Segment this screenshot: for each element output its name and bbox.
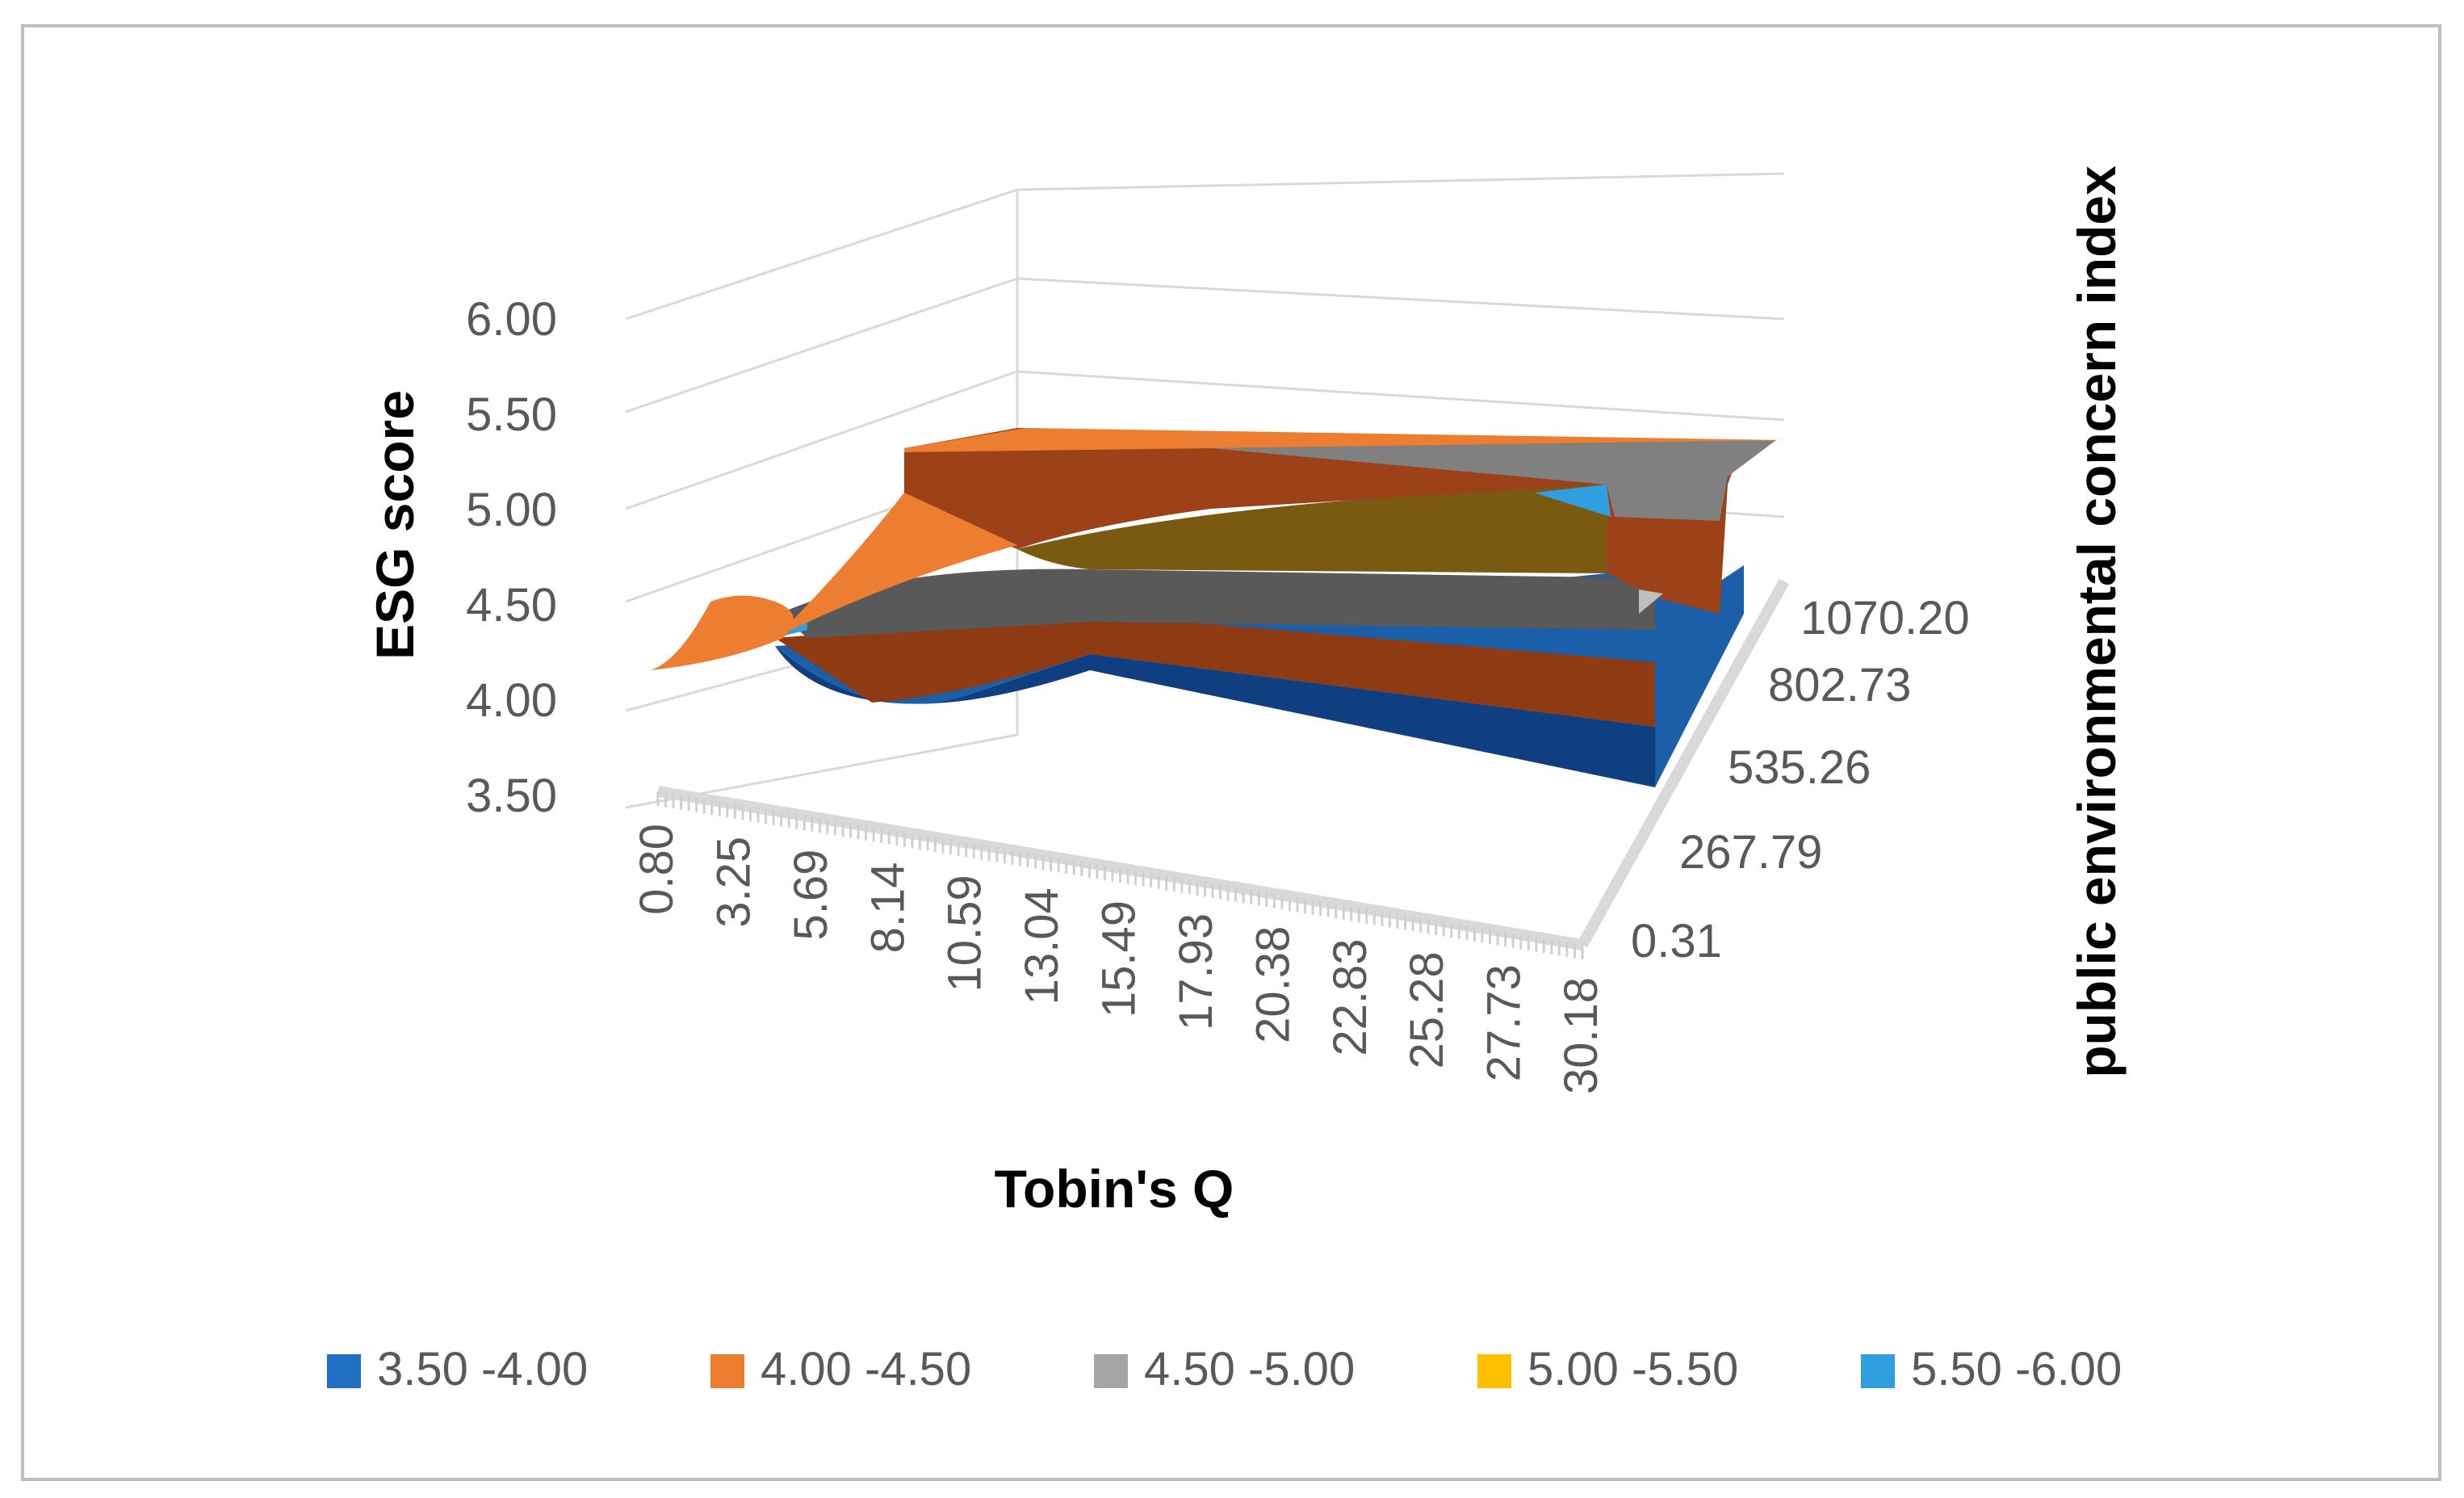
y-tick-label: 535.26: [1728, 741, 1871, 794]
legend-swatch: [1861, 1354, 1895, 1388]
y-axis-line: [1577, 578, 1790, 948]
z-tick-label: 6.00: [466, 293, 557, 346]
legend-label: 5.00 -5.50: [1527, 1343, 1738, 1395]
y-axis-title: public environmental concern index: [2067, 166, 2127, 1078]
y-tick-label: 1070.20: [1800, 592, 1970, 644]
y-tick-label: 802.73: [1768, 659, 1911, 711]
surface-band-4.50-5.00-tip: [1639, 590, 1663, 614]
x-tick-label: 0.80: [631, 824, 683, 915]
z-tick-label: 5.00: [466, 484, 557, 536]
surface-band-3.50-4.00-edge: [775, 646, 1655, 787]
chart-frame: [21, 24, 2441, 1481]
legend: 3.50 -4.00 4.00 -4.50 4.50 -5.00 5.00 -5.50…: [327, 1343, 2122, 1395]
surface-band-4.50-5.00: [779, 569, 1655, 638]
legend-swatch: [1477, 1354, 1511, 1388]
z-tick-label: 4.50: [466, 579, 557, 632]
x-tick-label: 15.49: [1093, 900, 1146, 1018]
z-tick-label: 4.00: [466, 674, 557, 727]
x-tick-label: 10.59: [939, 875, 991, 992]
z-tick-label: 3.50: [466, 770, 557, 822]
surface-plot: [650, 428, 1784, 787]
x-tick-label: 13.04: [1016, 887, 1068, 1005]
x-tick-label: 20.38: [1247, 926, 1299, 1043]
x-tick-label: 27.73: [1478, 964, 1531, 1081]
legend-swatch: [327, 1354, 361, 1388]
x-tick-label: 22.83: [1324, 939, 1377, 1056]
legend-swatch: [710, 1354, 744, 1388]
x-axis-title: Tobin's Q: [995, 1159, 1234, 1219]
x-tick-labels: 0.80 3.25 5.69 8.14 10.59 13.04 15.49 17.93 20.3…: [631, 824, 1607, 1094]
z-tick-labels: 3.50 4.00 4.50 5.00 5.50 6.00: [466, 293, 557, 822]
surface-band-4.50-5.00-top: [1211, 440, 1776, 521]
y-tick-label: 0.31: [1631, 915, 1722, 967]
legend-label: 4.00 -4.50: [761, 1343, 971, 1395]
y-tick-label: 267.79: [1679, 826, 1822, 879]
surface-band-orange-front: [650, 428, 1784, 670]
surface-band-5.00-5.50: [1017, 485, 1615, 573]
x-tick-label: 25.28: [1401, 951, 1453, 1068]
z-tick-label: 5.50: [466, 388, 557, 441]
x-tick-label: 30.18: [1555, 977, 1607, 1094]
z-axis-title: ESG score: [365, 390, 425, 660]
x-tick-label: 5.69: [785, 850, 837, 941]
surface-band-4.00-4.50: [775, 614, 1655, 727]
x-tick-marks: [656, 791, 1584, 959]
legend-label: 5.50 -6.00: [1911, 1343, 2122, 1395]
legend-label: 4.50 -5.00: [1144, 1343, 1355, 1395]
legend-swatch: [1094, 1354, 1128, 1388]
legend-label: 3.50 -4.00: [377, 1343, 588, 1395]
x-tick-label: 17.93: [1170, 913, 1222, 1030]
y-tick-labels: 0.31 267.79 535.26 802.73 1070.20: [1631, 592, 1970, 967]
x-tick-label: 8.14: [861, 862, 914, 954]
x-tick-label: 3.25: [707, 837, 760, 928]
